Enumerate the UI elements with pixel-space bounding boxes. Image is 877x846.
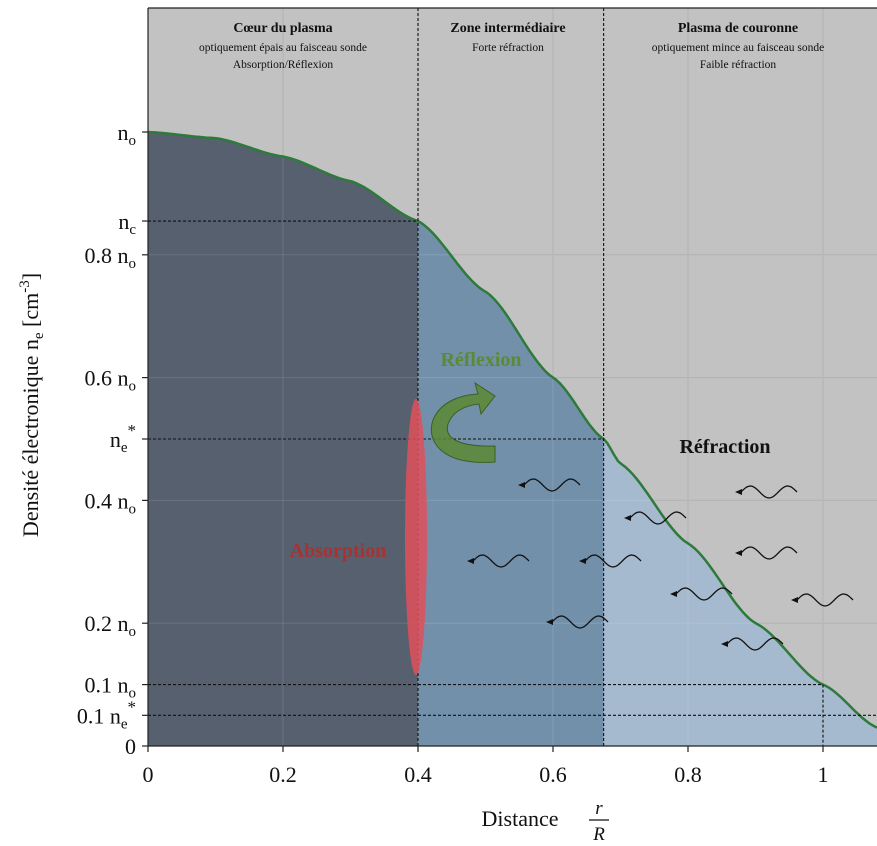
reference-lines [148, 8, 877, 746]
corona-line1: optiquement mince au faisceau sonde [652, 42, 824, 54]
y-tick-label-nestar: ne* [110, 421, 136, 456]
x-axis-frac-den: R [592, 824, 605, 845]
intermediate-region [418, 221, 604, 746]
y-tick-label-n08: 0.8 no [85, 243, 137, 272]
refraction-label: Réfraction [679, 436, 770, 458]
core-line2: Absorption/Réflexion [233, 59, 334, 71]
y-tick-label-n02: 0.2 no [85, 611, 137, 640]
corona-title: Plasma de couronne [678, 21, 798, 36]
y-tick-label-n04: 0.4 no [85, 488, 137, 517]
y-tick-label-n0: no [118, 120, 137, 149]
wave-arrow-icon [670, 587, 733, 601]
wave-arrow-icon [518, 478, 581, 492]
y-axis-ticks: no nc 0.8 no 0.6 no ne* 0.4 no 0.2 no 0.1 no0.1… [77, 120, 148, 759]
x-tick-label: 0.4 [404, 762, 432, 787]
y-axis-label-main: Densité électronique n [18, 339, 43, 537]
wave-arrow-icon [735, 485, 798, 499]
absorption-ellipse [405, 399, 427, 675]
x-axis-frac-num: r [595, 798, 603, 819]
x-tick-label: 0.6 [539, 762, 567, 787]
wave-arrow-icon [467, 554, 530, 568]
absorption-label: Absorption [290, 540, 387, 562]
y-tick-label-zero: 0 [125, 734, 136, 759]
reflexion-arrow-icon [430, 381, 496, 463]
x-axis-ticks: 0 0.2 0.4 0.6 0.8 1 [143, 746, 829, 787]
wave-arrow-icon [624, 511, 687, 525]
y-axis-label-sub: e [31, 332, 47, 339]
density-curve [147, 130, 877, 729]
x-tick-label: 0.8 [674, 762, 702, 787]
y-tick-label-n01: 0.1 no [85, 673, 137, 702]
y-axis-label-unit-open: [cm [18, 293, 43, 333]
corona-region [603, 439, 877, 746]
wave-arrow-icon [735, 546, 798, 560]
core-line1: optiquement épais au faisceau sonde [199, 42, 367, 54]
y-tick-label-n01estar: 0.1 ne* [77, 697, 136, 732]
wave-arrows [467, 478, 854, 651]
y-axis-label-unit-exp: -3 [17, 280, 33, 293]
x-axis-label: Distance [482, 806, 559, 831]
wave-arrow-icon [579, 554, 642, 568]
core-title: Cœur du plasma [233, 21, 332, 36]
reflexion-label: Réflexion [440, 349, 521, 371]
intermediate-line1: Forte réfraction [472, 42, 544, 54]
x-tick-label: 0.2 [269, 762, 297, 787]
intermediate-title: Zone intermédiaire [450, 21, 565, 36]
y-tick-label-n06: 0.6 no [85, 366, 137, 395]
x-tick-label: 0 [143, 762, 154, 787]
wave-arrow-icon [721, 637, 784, 651]
wave-arrow-icon [546, 615, 609, 629]
wave-arrow-icon [791, 593, 854, 607]
y-axis-label-unit-close: ] [18, 273, 43, 280]
corona-line2: Faible réfraction [700, 59, 777, 71]
y-tick-label-nc: nc [118, 209, 136, 238]
y-axis-label: Densité électronique ne [cm-3] [17, 273, 47, 537]
x-tick-label: 1 [818, 762, 829, 787]
